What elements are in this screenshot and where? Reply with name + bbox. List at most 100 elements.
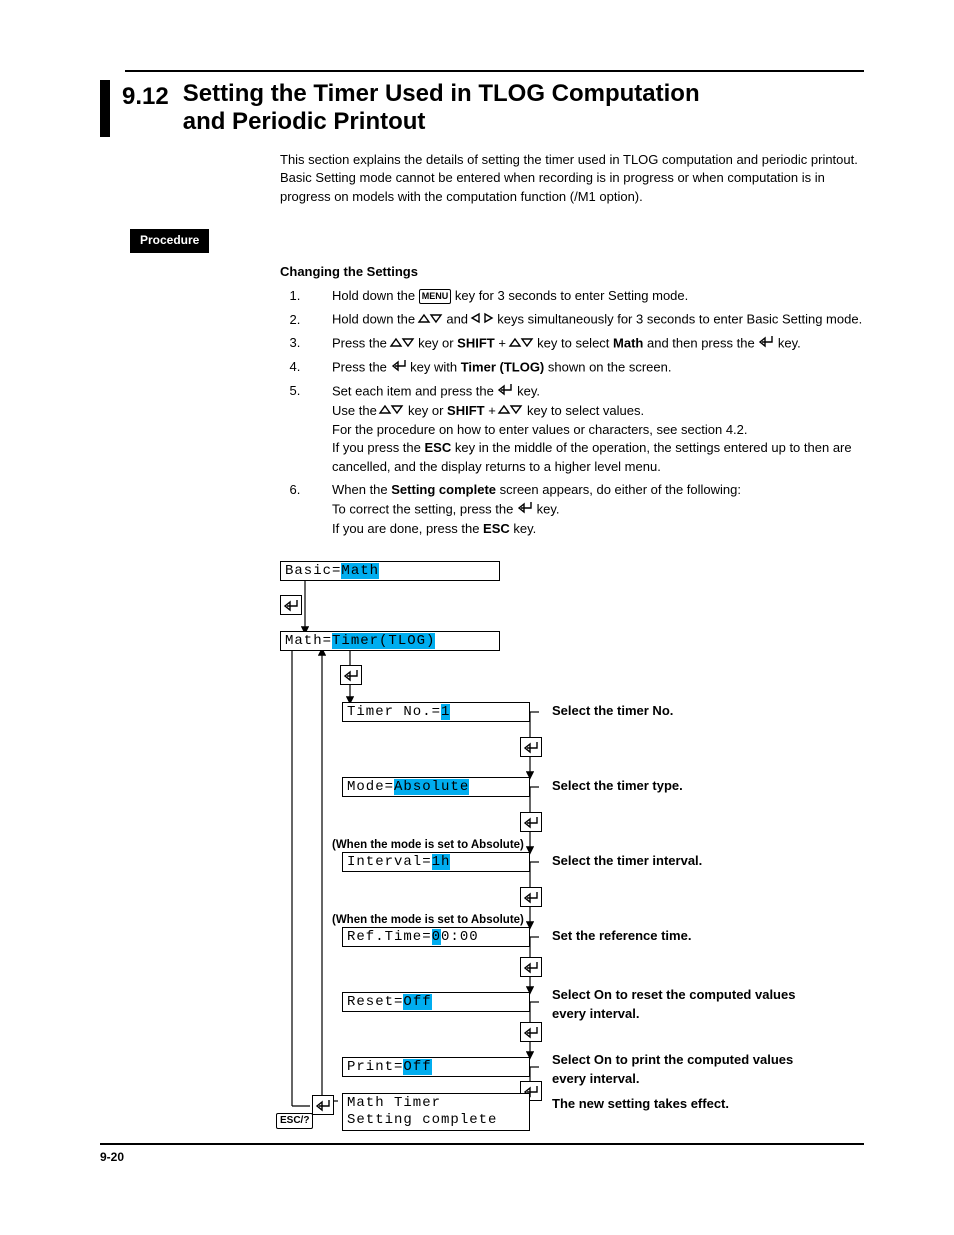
esc-label: ESC (425, 440, 452, 455)
text: Hold down the (332, 288, 419, 303)
enter-icon (391, 358, 407, 378)
updown-icon (499, 402, 523, 421)
lcd-mode: Mode=Absolute (342, 777, 530, 797)
enter-icon (758, 334, 774, 354)
timer-tlog-label: Timer (TLOG) (461, 359, 545, 374)
text: + (485, 403, 500, 418)
text: Press the (332, 335, 391, 350)
section-title-line2: and Periodic Printout (183, 108, 426, 135)
lcd-reftime: Ref.Time=00:00 (342, 927, 530, 947)
flow-diagram: Basic=Math Math=Timer(TLOG) Timer No.=1 … (280, 561, 864, 1131)
enter-key-icon (520, 1022, 542, 1042)
section-title-line1: Setting the Timer Used in TLOG Computati… (183, 80, 700, 107)
setting-complete-label: Setting complete (391, 482, 496, 497)
text: key. (533, 501, 560, 516)
lcd-print: Print=Off (342, 1057, 530, 1077)
updown-icon (380, 402, 404, 421)
lcd-value-rest: 0:00 (441, 929, 479, 945)
enter-key-icon (520, 887, 542, 907)
text: To correct the setting, press the (332, 501, 517, 516)
section-number: 9.12 (122, 80, 169, 115)
lcd-value-hl: 0 (432, 929, 441, 945)
text: shown on the screen. (544, 359, 671, 374)
shift-label: SHIFT (457, 335, 495, 350)
esc-label: ESC (483, 521, 510, 536)
text: screen appears, do either of the followi… (496, 482, 741, 497)
lcd-value: Off (403, 1059, 431, 1075)
lcd-line2: Setting complete (347, 1112, 497, 1128)
caption-mode: Select the timer type. (552, 777, 683, 796)
text: If you press the (332, 440, 425, 455)
text: Hold down the (332, 312, 419, 327)
caption-reftime: Set the reference time. (552, 927, 691, 946)
title-bar (100, 80, 110, 137)
subheading: Changing the Settings (280, 263, 864, 282)
step-6: When the Setting complete screen appears… (304, 481, 864, 539)
procedure-label: Procedure (130, 229, 209, 252)
menu-key-icon: MENU (419, 289, 452, 304)
caption-print: Select On to print the computed values e… (552, 1051, 822, 1089)
updown-icon (510, 335, 534, 354)
section-header: 9.12 Setting the Timer Used in TLOG Comp… (100, 80, 864, 137)
text: key. (778, 335, 801, 350)
text: key to select (534, 335, 613, 350)
text: Set each item and press the (332, 383, 497, 398)
top-rule (125, 70, 864, 72)
enter-key-icon (312, 1095, 334, 1115)
text: key for 3 seconds to enter Setting mode. (451, 288, 688, 303)
intro-block: This section explains the details of set… (280, 151, 864, 208)
intro-p1: This section explains the details of set… (280, 151, 864, 170)
lcd-label: Timer No.= (347, 704, 441, 720)
step-4: Press the key with Timer (TLOG) shown on… (304, 358, 864, 378)
text: key to select values. (523, 403, 644, 418)
text: key or (415, 335, 458, 350)
leftright-icon (472, 310, 494, 330)
lcd-label: Basic= (285, 563, 341, 579)
section-title: Setting the Timer Used in TLOG Computati… (183, 80, 700, 137)
enter-key-icon (340, 665, 362, 685)
math-label: Math (613, 335, 643, 350)
lcd-timer: Timer No.=1 (342, 702, 530, 722)
enter-key-icon (520, 812, 542, 832)
text: If you are done, press the (332, 521, 483, 536)
lcd-interval: Interval=1h (342, 852, 530, 872)
lcd-label: Math= (285, 633, 332, 649)
step-1: Hold down the MENU key for 3 seconds to … (304, 287, 864, 306)
lcd-value: Math (341, 563, 379, 579)
caption-done: The new setting takes effect. (552, 1095, 729, 1114)
procedure-content: Changing the Settings Hold down the MENU… (280, 263, 864, 539)
enter-icon (517, 500, 533, 520)
lcd-math: Math=Timer(TLOG) (280, 631, 500, 651)
lcd-label: Print= (347, 1059, 403, 1075)
lcd-label: Mode= (347, 779, 394, 795)
lcd-value: Absolute (394, 779, 469, 795)
enter-key-icon (280, 595, 302, 615)
caption-interval: Select the timer interval. (552, 852, 702, 871)
text: key or (404, 403, 447, 418)
step-3: Press the key or SHIFT + key to select M… (304, 334, 864, 354)
enter-icon (497, 382, 513, 402)
lcd-complete: Math Timer Setting complete (342, 1093, 530, 1131)
updown-icon (391, 335, 415, 354)
esc-key-icon: ESC/? (276, 1113, 313, 1130)
step-2: Hold down the and keys simultaneously fo… (304, 310, 864, 330)
lcd-label: Reset= (347, 994, 403, 1010)
lcd-value: Off (403, 994, 431, 1010)
text: + (495, 335, 510, 350)
shift-label: SHIFT (447, 403, 485, 418)
lcd-label: Interval= (347, 854, 432, 870)
steps-list: Hold down the MENU key for 3 seconds to … (280, 287, 864, 538)
updown-icon (419, 311, 443, 330)
lcd-value: Timer(TLOG) (332, 633, 435, 649)
bottom-rule (100, 1143, 864, 1145)
lcd-line1: Math Timer (347, 1095, 441, 1111)
lcd-value: 1h (432, 854, 451, 870)
text: and (443, 312, 472, 327)
intro-p2: Basic Setting mode cannot be entered whe… (280, 169, 864, 207)
page-number: 9-20 (100, 1149, 864, 1166)
text: When the (332, 482, 391, 497)
text: key. (513, 383, 540, 398)
lcd-value: 1 (441, 704, 450, 720)
text: Press the (332, 359, 391, 374)
text: key with (407, 359, 461, 374)
